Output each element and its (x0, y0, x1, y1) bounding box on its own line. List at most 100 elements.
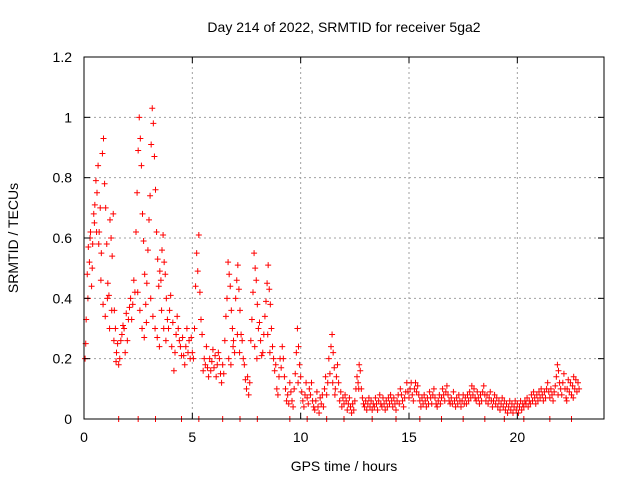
data-point (506, 397, 513, 404)
data-point (323, 391, 330, 398)
data-point (362, 397, 369, 404)
data-point (364, 400, 371, 407)
data-point (359, 394, 366, 401)
data-point (216, 355, 223, 362)
data-point (348, 409, 355, 416)
data-point (560, 370, 567, 377)
data-point (155, 283, 162, 290)
data-point (110, 337, 117, 344)
data-point (162, 337, 169, 344)
data-point (513, 406, 520, 413)
data-point (396, 400, 403, 407)
data-point (446, 397, 453, 404)
data-point (552, 382, 559, 389)
data-point (510, 409, 516, 416)
data-point (147, 192, 154, 199)
data-point (550, 397, 557, 404)
data-point (230, 337, 237, 344)
data-point (164, 316, 171, 323)
data-point (540, 397, 547, 404)
data-point (143, 280, 150, 287)
data-point (349, 400, 356, 407)
data-point (203, 343, 210, 350)
data-point (371, 403, 378, 410)
x-axis-label: GPS time / hours (291, 458, 398, 474)
data-point (200, 367, 207, 374)
data-point (394, 397, 401, 404)
data-point (546, 394, 553, 401)
data-point (177, 343, 184, 350)
data-point (91, 201, 98, 208)
data-point (321, 385, 328, 392)
data-point (295, 379, 302, 386)
data-point (227, 283, 234, 290)
data-point (109, 253, 116, 260)
data-point (473, 397, 480, 404)
data-point (150, 120, 157, 127)
data-point (257, 337, 264, 344)
data-point (511, 403, 518, 410)
data-point (120, 322, 126, 329)
data-point (91, 219, 98, 226)
data-point (134, 289, 141, 296)
data-point (458, 403, 464, 410)
y-axis-label: SRMTID / TECUs (5, 183, 21, 293)
data-point (253, 277, 260, 284)
data-point (531, 394, 538, 401)
data-point (335, 379, 342, 386)
data-point (139, 210, 146, 217)
data-point (265, 262, 272, 269)
data-point (170, 367, 177, 374)
data-point (88, 283, 95, 290)
data-point (252, 265, 259, 272)
data-point (224, 295, 230, 302)
data-point (333, 373, 340, 380)
data-point (567, 379, 574, 386)
data-point (326, 370, 333, 377)
data-point (463, 400, 470, 407)
data-point (194, 268, 201, 275)
data-point (551, 388, 558, 395)
data-point (136, 114, 143, 121)
data-point (400, 403, 407, 410)
data-point (239, 337, 246, 344)
data-point (123, 310, 130, 317)
data-point (129, 301, 136, 308)
data-point (307, 391, 314, 398)
data-point (207, 367, 214, 374)
data-point (113, 358, 120, 365)
data-point (296, 361, 303, 368)
data-point (156, 343, 163, 350)
data-point (266, 349, 273, 356)
data-point (325, 355, 332, 362)
data-point (273, 385, 280, 392)
data-point (102, 204, 109, 211)
data-point (406, 394, 412, 401)
data-point (85, 244, 92, 251)
data-point (306, 385, 313, 392)
data-point (532, 400, 539, 407)
y-tick-label: 0.8 (53, 170, 73, 186)
data-point (215, 349, 222, 356)
data-point (89, 241, 96, 248)
data-point (176, 337, 183, 344)
data-point (180, 352, 187, 359)
data-point (286, 379, 293, 386)
data-point (462, 394, 469, 401)
data-point (505, 403, 512, 410)
data-point (232, 295, 239, 302)
data-point (228, 307, 235, 314)
data-point (393, 406, 399, 413)
data-point (498, 400, 505, 407)
data-point (410, 397, 417, 404)
x-tick-label: 0 (80, 429, 88, 445)
data-point (555, 367, 562, 374)
data-point (140, 238, 147, 245)
data-point (261, 313, 268, 320)
data-point (175, 325, 182, 332)
data-point (464, 391, 471, 398)
data-point (374, 406, 381, 413)
data-point (268, 325, 275, 332)
data-point (206, 355, 213, 362)
data-point (459, 397, 466, 404)
